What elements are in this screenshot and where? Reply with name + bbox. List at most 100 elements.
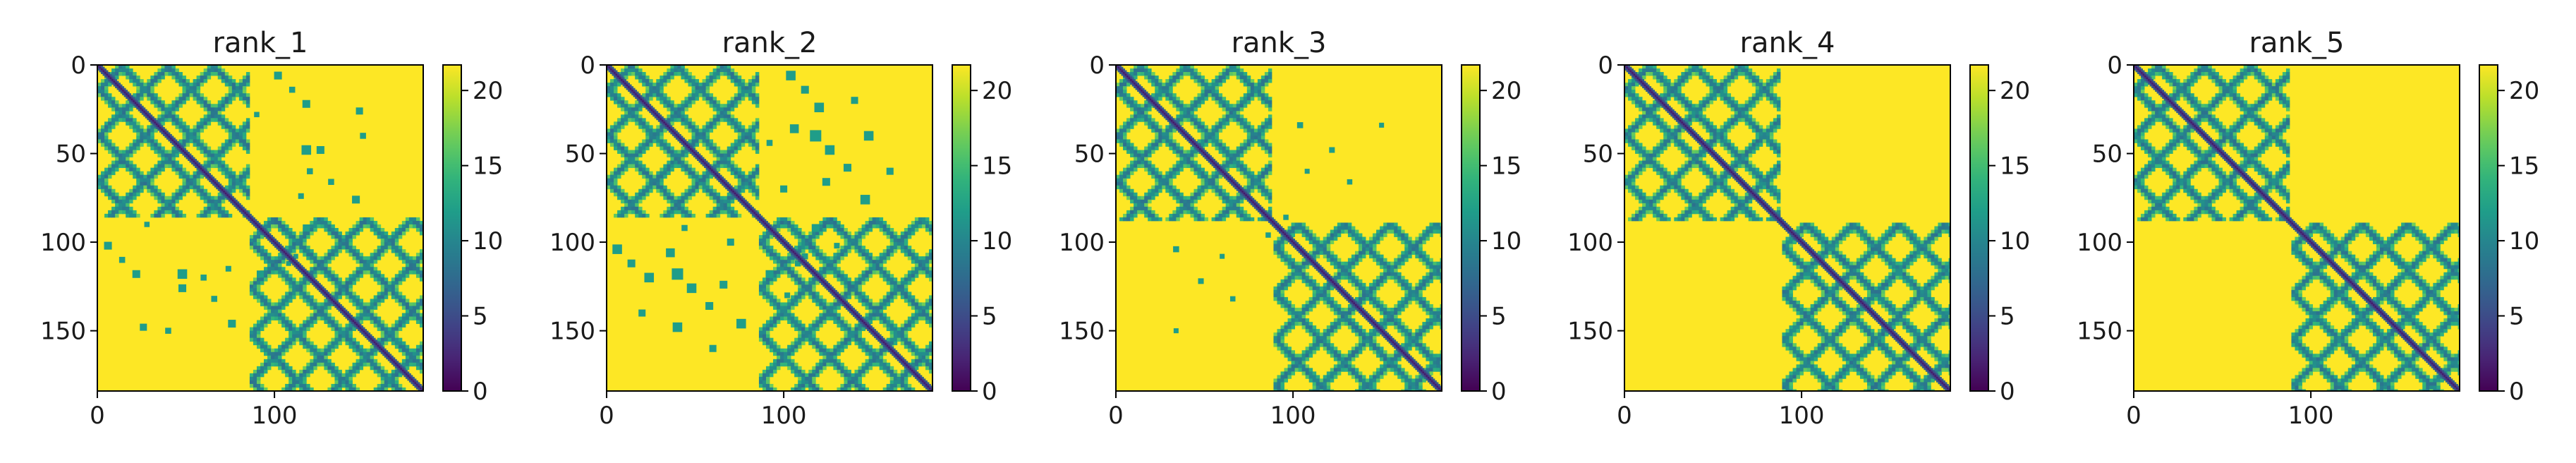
contact-cell: [245, 171, 250, 176]
contact-cell: [157, 213, 162, 218]
contact-cell: [200, 139, 205, 143]
contact-cell: [186, 97, 190, 101]
contact-cell: [320, 217, 324, 222]
contact-cell: [791, 316, 795, 320]
contact-cell: [847, 281, 851, 285]
contact-cell: [377, 323, 382, 328]
contact-cell: [879, 274, 884, 278]
contact-cell: [398, 295, 403, 299]
contact-cell: [868, 263, 873, 267]
contact-cell: [235, 181, 240, 186]
contact-cell: [391, 327, 396, 332]
contact-cell: [840, 291, 844, 296]
contact-cell: [688, 174, 692, 179]
contact-cell: [161, 210, 165, 215]
contact-cell: [299, 341, 303, 346]
diagonal-cell: [292, 261, 295, 264]
contact-cell: [705, 139, 710, 143]
contact-cell: [812, 320, 816, 324]
contact-cell: [366, 224, 371, 229]
contact-cell: [858, 295, 862, 299]
contact-cell: [765, 249, 770, 253]
diagonal-cell: [120, 88, 123, 90]
contact-cell: [317, 313, 321, 317]
contact-cell: [224, 150, 229, 154]
contact-cell: [292, 235, 296, 239]
contact-cell: [373, 302, 378, 306]
contact-cell: [798, 284, 802, 289]
contact-cell: [171, 199, 176, 204]
diagonal-cell: [212, 180, 215, 183]
contact-cell: [812, 330, 816, 335]
contact-cell: [288, 323, 293, 328]
diagonal-cell: [159, 128, 162, 131]
contact-cell: [115, 160, 119, 165]
contact-cell: [865, 224, 870, 229]
contact-cell: [108, 192, 112, 197]
contact-cell: [798, 295, 802, 299]
contact-cell: [921, 217, 926, 222]
contact-cell: [663, 79, 667, 83]
contact-cell: [359, 351, 364, 356]
contact-cell: [719, 107, 724, 112]
contact-cell: [677, 107, 681, 112]
diagonal-cell: [104, 68, 107, 71]
contact-cell: [815, 341, 820, 346]
diagonal-cell: [169, 139, 172, 142]
contact-cell: [281, 220, 286, 225]
contact-cell: [801, 288, 806, 292]
contact-cell: [391, 284, 396, 289]
diagonal-cell: [356, 327, 358, 330]
contact-cell: [214, 72, 219, 76]
contact-cell: [889, 330, 894, 335]
contact-cell: [398, 323, 403, 328]
contact-cell: [256, 299, 261, 303]
contact-cell: [865, 302, 870, 306]
contact-cell: [196, 139, 201, 143]
diagonal-cell: [311, 275, 314, 278]
contact-cell: [338, 249, 342, 253]
contact-cell: [296, 242, 300, 246]
contact-cell: [391, 288, 396, 292]
contact-cell: [235, 174, 240, 179]
contact-cell: [348, 344, 353, 349]
diagonal-cell: [193, 160, 195, 163]
contact-cell: [394, 253, 399, 257]
diagonal-cell: [318, 284, 321, 287]
diagonal-cell: [356, 325, 358, 328]
contact-cell: [356, 316, 360, 320]
contact-cell: [751, 100, 756, 104]
contact-cell: [911, 323, 916, 328]
contact-cell: [231, 171, 236, 176]
diagonal-cell: [178, 146, 181, 149]
contact-cell: [310, 313, 314, 317]
contact-cell: [765, 246, 770, 250]
contact-cell: [104, 86, 109, 90]
contact-cell: [698, 93, 703, 97]
diagonal-cell: [394, 361, 397, 363]
contact-cell: [617, 143, 621, 147]
diagonal-cell: [396, 368, 399, 371]
contact-cell: [387, 288, 392, 292]
contact-cell: [320, 362, 324, 367]
contact-cell: [921, 267, 926, 271]
contact-cell: [288, 373, 293, 378]
contact-cell: [688, 188, 692, 193]
contact-cell: [356, 359, 360, 363]
contact-cell: [394, 376, 399, 381]
contact-cell: [228, 167, 233, 172]
contact-cell: [762, 341, 767, 346]
contact-cell: [812, 242, 816, 246]
contact-cell: [787, 253, 791, 257]
diagonal-cell: [140, 105, 142, 108]
contact-cell: [684, 160, 688, 165]
contact-cell: [401, 359, 406, 363]
contact-cell: [394, 344, 399, 349]
contact-cell: [851, 330, 855, 335]
diagonal-cell: [370, 341, 372, 344]
contact-cell: [805, 246, 809, 250]
contact-cell: [674, 65, 678, 69]
contact-cell: [741, 171, 746, 176]
contact-cell: [765, 320, 770, 324]
contact-cell: [189, 185, 193, 190]
